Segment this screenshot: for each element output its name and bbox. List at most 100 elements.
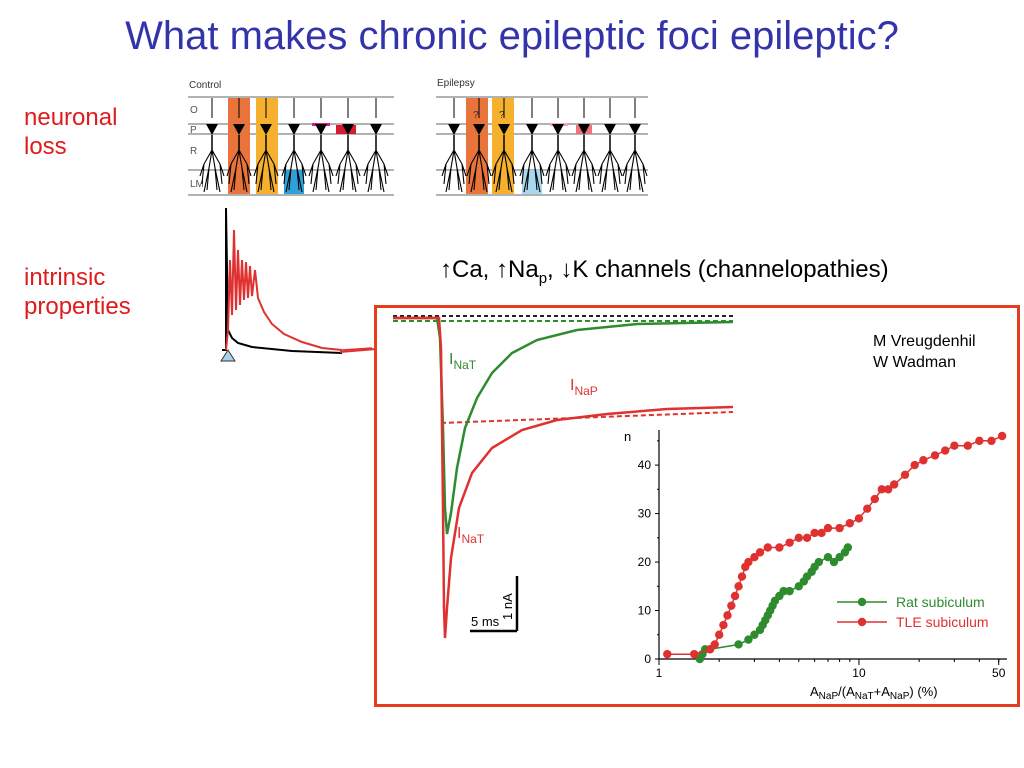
data-point bbox=[883, 485, 893, 494]
pyramidal-neuron-icon bbox=[545, 98, 571, 193]
data-point bbox=[734, 582, 743, 591]
data-point bbox=[987, 436, 996, 446]
y-tick-label: 20 bbox=[638, 555, 652, 569]
data-point bbox=[997, 431, 1007, 441]
data-point bbox=[963, 441, 972, 450]
credits: M Vreugdenhil W Wadman bbox=[873, 331, 976, 373]
chart-series bbox=[663, 431, 1007, 664]
pyramidal-neuron-icon bbox=[622, 98, 648, 193]
layer-r: R bbox=[190, 146, 197, 157]
intrinsic-properties-label: intrinsic properties bbox=[24, 263, 131, 321]
data-point bbox=[750, 552, 759, 562]
epilepsy-panel: Epilepsy ? ? bbox=[436, 78, 648, 196]
data-point bbox=[690, 649, 699, 659]
data-point bbox=[779, 586, 788, 596]
data-point bbox=[930, 451, 940, 460]
credit-1: M Vreugdenhil bbox=[873, 333, 976, 350]
y-tick-label: 0 bbox=[644, 652, 651, 666]
slide-title: What makes chronic epileptic foci epilep… bbox=[125, 14, 899, 58]
layer-o: O bbox=[190, 105, 198, 116]
y-tick-label: 40 bbox=[638, 458, 652, 472]
data-point bbox=[734, 640, 743, 649]
data-point bbox=[877, 485, 886, 494]
pyramidal-neuron-icon bbox=[571, 98, 597, 193]
control-label: Control bbox=[189, 80, 221, 91]
data-point bbox=[845, 519, 855, 528]
intrinsic-properties-line2: properties bbox=[24, 293, 131, 320]
y-tick-label: 30 bbox=[638, 507, 652, 521]
data-point bbox=[835, 523, 844, 533]
pyramidal-neuron-icon bbox=[253, 98, 279, 193]
data-point bbox=[817, 528, 826, 538]
epilepsy-neurons bbox=[441, 98, 648, 193]
question-mark-2: ? bbox=[499, 110, 505, 121]
data-point bbox=[814, 557, 824, 567]
data-point bbox=[719, 620, 728, 630]
hippocampus-schematic: Control O P R LM Epilepsy ? ? bbox=[188, 78, 648, 196]
inat-label-red: INaT bbox=[457, 525, 485, 546]
pyramidal-neuron-icon bbox=[519, 98, 545, 193]
data-point bbox=[730, 591, 740, 601]
connector-line bbox=[340, 348, 377, 353]
data-point bbox=[744, 557, 753, 567]
data-point bbox=[829, 557, 839, 567]
question-mark-1: ? bbox=[473, 110, 479, 121]
channels-part2: , ↓K channels (channelopathies) bbox=[547, 256, 889, 283]
data-point bbox=[763, 543, 772, 552]
data-point bbox=[794, 533, 803, 543]
layer-lm: LM bbox=[190, 179, 204, 190]
channelopathies-caption: ↑Ca, ↑Nap, ↓K channels (channelopathies) bbox=[440, 256, 889, 287]
inap-red-trace bbox=[393, 316, 734, 639]
pyramidal-neuron-icon bbox=[335, 98, 361, 193]
data-point bbox=[744, 635, 753, 644]
layer-p: P bbox=[190, 125, 197, 136]
data-point bbox=[910, 460, 919, 470]
data-point bbox=[900, 470, 910, 479]
data-point bbox=[975, 436, 984, 446]
inat-label-green: INaT bbox=[449, 351, 477, 372]
data-point bbox=[802, 533, 812, 543]
y-tick-label: 10 bbox=[638, 604, 652, 618]
neuronal-loss-line2: loss bbox=[24, 133, 67, 160]
pyramidal-neuron-icon bbox=[199, 98, 225, 193]
burst-firing-trace bbox=[220, 207, 373, 362]
legend-label: Rat subiculum bbox=[896, 594, 985, 610]
data-point bbox=[854, 514, 864, 523]
data-point bbox=[723, 611, 732, 620]
pyramidal-neuron-icon bbox=[466, 98, 492, 193]
x-axis-label: ANaP/(ANaT+ANaP) (%) bbox=[810, 684, 938, 702]
channels-part1: ↑Ca, ↑Na bbox=[440, 256, 539, 283]
data-point bbox=[823, 552, 833, 562]
chart-legend: Rat subiculum TLE subiculum bbox=[837, 594, 989, 630]
pyramidal-neuron-icon bbox=[491, 98, 517, 193]
data-point bbox=[843, 543, 853, 552]
stimulus-electrode-icon bbox=[220, 349, 236, 362]
data-point bbox=[870, 494, 879, 504]
data-point bbox=[714, 630, 724, 639]
control-neurons bbox=[199, 98, 389, 193]
pyramidal-neuron-icon bbox=[441, 98, 467, 193]
channels-sub: p bbox=[538, 269, 548, 287]
data-point bbox=[663, 649, 672, 659]
data-point bbox=[785, 586, 794, 596]
pyramidal-neuron-icon bbox=[308, 98, 334, 193]
data-point bbox=[755, 548, 765, 557]
sodium-current-panel bbox=[374, 305, 1020, 707]
chart-axes: 0 10 20 30 40 1 10 50 n ANaP/(ANaT+ANaP) (%) bbox=[624, 429, 1007, 702]
legend-item: Rat subiculum bbox=[837, 594, 985, 610]
pyramidal-neuron-icon bbox=[226, 98, 252, 193]
data-point bbox=[863, 504, 872, 513]
data-point bbox=[919, 456, 928, 465]
pyramidal-neuron-icon bbox=[363, 98, 389, 193]
data-point bbox=[950, 441, 959, 450]
legend-label: TLE subiculum bbox=[896, 614, 989, 630]
x-tick-label: 50 bbox=[992, 666, 1006, 680]
series-tle bbox=[663, 431, 1007, 659]
series-rat bbox=[695, 543, 853, 664]
data-point bbox=[889, 480, 899, 489]
data-point bbox=[823, 523, 833, 533]
neuronal-loss-label: neuronal loss bbox=[24, 103, 117, 161]
current-traces: INaT INaP INaT 5 ms 1 nA bbox=[393, 315, 734, 639]
pyramidal-neuron-icon bbox=[597, 98, 623, 193]
data-point bbox=[810, 528, 819, 538]
